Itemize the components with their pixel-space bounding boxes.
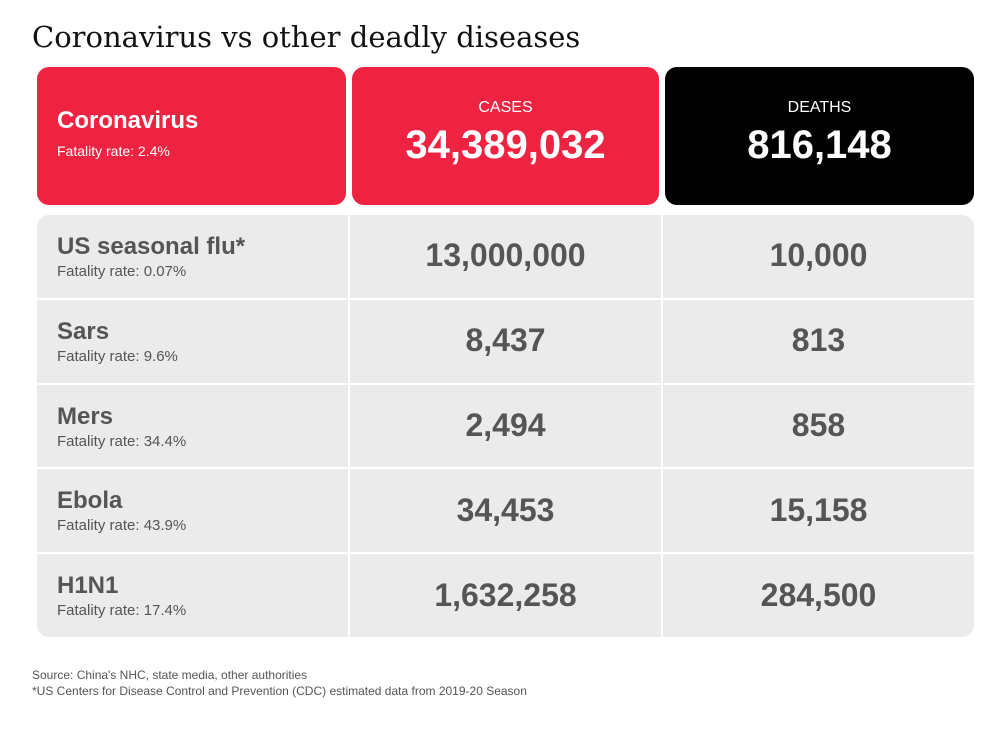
cases-value: 34,453 <box>456 491 555 528</box>
fatality-rate: Fatality rate: 43.9% <box>57 517 187 535</box>
deaths-cell: 858 <box>663 384 974 468</box>
cases-label: CASES <box>478 99 533 116</box>
cases-cell: 1,632,258 <box>350 554 661 637</box>
deaths-value: 813 <box>791 322 846 359</box>
deaths-value: 858 <box>791 406 846 443</box>
highlight-deaths-box: DEATHS 816,148 <box>665 67 974 205</box>
name-cell: H1N1 Fatality rate: 17.4% <box>37 554 348 637</box>
cases-cell: 8,437 <box>350 299 661 383</box>
cases-value: 8,437 <box>465 322 546 359</box>
deaths-label: DEATHS <box>787 99 852 116</box>
cases-value: 13,000,000 <box>425 237 586 274</box>
disease-name: US seasonal flu* <box>57 233 246 260</box>
highlight-name: Coronavirus <box>57 107 199 134</box>
cases-value: 2,494 <box>465 406 546 443</box>
deaths-cell: 284,500 <box>663 554 974 637</box>
fatality-rate: Fatality rate: 17.4% <box>57 602 187 620</box>
deaths-cell: 15,158 <box>663 469 974 553</box>
footnote: Source: China's NHC, state media, other … <box>32 668 308 682</box>
cases-cell: 13,000,000 <box>350 215 661 298</box>
deaths-value: 10,000 <box>769 237 868 274</box>
highlight-cases-box: CASES 34,389,032 <box>352 67 659 205</box>
fatality-rate: Fatality rate: 9.6% <box>57 347 178 365</box>
fatality-rate: Fatality rate: 0.07% <box>57 263 187 280</box>
name-cell: Ebola Fatality rate: 43.9% <box>37 469 348 553</box>
deaths-value: 15,158 <box>769 491 868 528</box>
deaths-value: 816,148 <box>747 123 892 167</box>
deaths-cell: 813 <box>663 299 974 383</box>
deaths-value: 284,500 <box>760 576 877 613</box>
table: US seasonal flu* Fatality rate: 0.07% 13,0… <box>37 215 974 637</box>
cases-value: 34,389,032 <box>405 123 606 167</box>
cases-cell: 2,494 <box>350 384 661 468</box>
highlight-name-box: Coronavirus Fatality rate: 2.4% <box>37 67 346 205</box>
title: Coronavirus vs other deadly diseases <box>32 20 581 54</box>
fatality-rate: Fatality rate: 34.4% <box>57 432 187 450</box>
disease-name: Ebola <box>57 487 123 515</box>
highlight-fatality: Fatality rate: 2.4% <box>57 143 170 159</box>
cases-cell: 34,453 <box>350 469 661 553</box>
disease-name: Sars <box>57 317 110 345</box>
cases-value: 1,632,258 <box>434 576 577 613</box>
name-cell: Sars Fatality rate: 9.6% <box>37 299 348 383</box>
name-cell: US seasonal flu* Fatality rate: 0.07% <box>37 215 348 298</box>
disease-name: H1N1 <box>57 572 119 600</box>
disease-name: Mers <box>57 402 114 430</box>
name-cell: Mers Fatality rate: 34.4% <box>37 384 348 468</box>
footnote: *US Centers for Disease Control and Prev… <box>32 684 527 698</box>
deaths-cell: 10,000 <box>663 215 974 298</box>
